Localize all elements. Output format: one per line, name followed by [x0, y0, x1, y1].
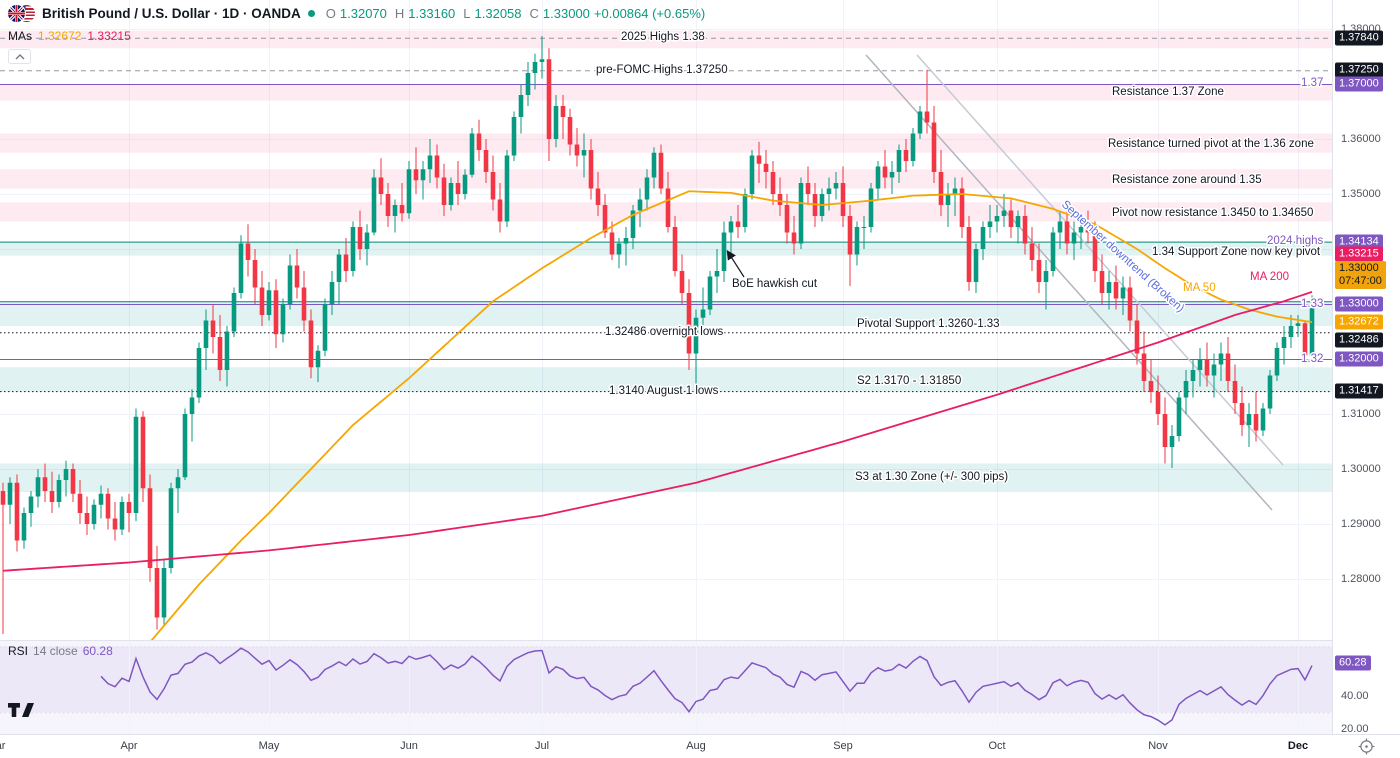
chart-annotation[interactable]: 2024 highs — [1266, 234, 1326, 249]
ma200-value: 1.33215 — [87, 29, 131, 43]
symbol-title[interactable]: British Pound / U.S. Dollar · 1D · OANDA — [42, 5, 301, 21]
time-axis[interactable]: Mar Apr May Jun Jul Aug Sep Oct Nov Dec — [0, 734, 1400, 758]
price-axis-badge: 1.32672 — [1335, 314, 1383, 330]
time-axis-label: Apr — [120, 740, 138, 752]
low-label: L — [463, 5, 471, 21]
price-axis[interactable]: 1.38000 1.36000 1.35000 1.31000 1.30000 1.290… — [1332, 0, 1400, 735]
support-zone[interactable] — [0, 241, 1332, 256]
price-axis-badge: 1.37250 — [1335, 62, 1383, 78]
rsi-value: 60.28 — [82, 644, 113, 658]
time-axis-label: Aug — [686, 740, 706, 752]
resistance-zone[interactable] — [0, 169, 1332, 189]
chart-annotation[interactable]: MA 200 — [1249, 270, 1291, 285]
resistance-zone[interactable] — [0, 84, 1332, 101]
price-axis-label: 1.36000 — [1341, 133, 1381, 145]
downtrend-line[interactable] — [916, 54, 1284, 466]
tradingview-logo[interactable] — [8, 701, 36, 724]
support-zone[interactable] — [0, 367, 1332, 392]
time-axis-label: Jul — [534, 740, 550, 752]
chart-header: British Pound / U.S. Dollar · 1D · OANDA… — [8, 4, 705, 64]
price-axis-badge: 1.32486 — [1335, 332, 1383, 348]
rsi-axis-label: 40.00 — [1341, 690, 1369, 702]
trendlines-layer — [865, 54, 1284, 511]
candles-layer — [0, 36, 1315, 634]
ma-legend: MAs 1.32672 1.33215 — [8, 29, 705, 43]
chart-annotation[interactable]: 1.33 — [1300, 297, 1325, 312]
symbol-flags-icon — [8, 4, 35, 22]
rsi-indicator-legend: RSI 14 close 60.28 — [8, 644, 113, 658]
chart-annotation[interactable]: 1.32 — [1300, 352, 1325, 367]
rsi-line[interactable] — [100, 647, 1313, 726]
chart-annotation[interactable]: MA 50 — [1182, 281, 1218, 296]
collapse-pane-button[interactable] — [8, 49, 31, 64]
resistance-zone[interactable] — [0, 30, 1332, 49]
chart-annotation[interactable]: 1.3140 August 1 lows — [608, 384, 721, 399]
time-axis-label: Dec — [1287, 740, 1309, 752]
price-axis-badge: 1.34134 — [1335, 234, 1383, 250]
rsi-name: RSI — [8, 644, 29, 658]
price-axis-label: 1.31000 — [1341, 408, 1381, 420]
chart-annotation[interactable]: Pivotal Support 1.3260-1.33 — [856, 317, 1002, 332]
chart-annotation[interactable]: pre-FOMC Highs 1.37250 — [595, 63, 730, 78]
tradingview-logo-icon — [8, 703, 34, 717]
support-zone[interactable] — [0, 463, 1332, 493]
high-value: 1.33160 — [408, 5, 456, 21]
ohlc-readout: O 1.32070 H 1.33160 L 1.32058 C 1.33000 +0.0… — [322, 6, 705, 21]
high-label: H — [394, 5, 405, 21]
price-axis-label: 1.30000 — [1341, 463, 1381, 475]
chart-annotation[interactable]: 1.32486 overnight lows — [604, 325, 726, 340]
mas-label: MAs — [8, 29, 32, 43]
time-axis-label: May — [258, 740, 280, 752]
price-axis-badge: 1.32000 — [1335, 351, 1383, 367]
chart-annotation[interactable]: BoE hawkish cut — [731, 277, 820, 292]
horizontal-price-lines — [0, 37, 1332, 393]
change-value: +0.00864 (+0.65%) — [593, 5, 706, 21]
chart-annotation[interactable]: 1.34 Support Zone now key pivot — [1151, 245, 1323, 260]
time-axis-label: Nov — [1148, 740, 1168, 752]
support-zone[interactable] — [0, 301, 1332, 326]
open-value: 1.32070 — [339, 5, 387, 21]
chart-canvas[interactable]: 2025 Highs 1.38 pre-FOMC Highs 1.37250 Res… — [0, 0, 1332, 734]
target-crosshair-icon[interactable] — [1358, 738, 1375, 758]
price-axis-label: 1.29000 — [1341, 518, 1381, 530]
low-value: 1.32058 — [474, 5, 522, 21]
market-status-icon — [307, 9, 315, 17]
time-axis-label: Mar — [0, 740, 6, 752]
time-axis-label: Oct — [988, 740, 1006, 752]
price-axis-badge: 1.33215 — [1335, 246, 1383, 262]
price-zones-layer — [0, 30, 1332, 493]
chart-annotation[interactable]: 2025 Highs 1.38 — [620, 30, 707, 45]
ma50-line[interactable] — [3, 190, 1313, 734]
rsi-params: 14 close — [33, 644, 78, 658]
chart-annotation[interactable]: Resistance zone around 1.35 — [1111, 173, 1264, 188]
chart-annotation[interactable]: Resistance 1.37 Zone — [1111, 85, 1226, 100]
chart-annotation[interactable]: 1.37 — [1300, 76, 1325, 91]
ma50-value: 1.32672 — [38, 29, 82, 43]
annotation-arrow[interactable] — [726, 249, 745, 278]
price-axis-badge: 1.37000 — [1335, 76, 1383, 92]
chevron-up-icon — [15, 53, 24, 59]
chart-annotation[interactable]: S3 at 1.30 Zone (+/- 300 pips) — [854, 470, 1010, 485]
ma200-line[interactable] — [2, 291, 1313, 572]
price-axis-badge: 1.33000 — [1335, 296, 1383, 312]
price-axis-label: 1.35000 — [1341, 188, 1381, 200]
rsi-axis-label: 20.00 — [1341, 723, 1369, 735]
time-axis-label: Jun — [400, 740, 418, 752]
annotations-layer: 2025 Highs 1.38 pre-FOMC Highs 1.37250 Res… — [595, 30, 1326, 485]
price-axis-label: 1.28000 — [1341, 573, 1381, 585]
chart-annotation[interactable]: Pivot now resistance 1.3450 to 1.34650 — [1111, 206, 1315, 221]
close-value: 1.33000 — [542, 5, 590, 21]
rsi-axis-badge: 60.28 — [1335, 655, 1371, 671]
time-axis-label: Sep — [833, 740, 853, 752]
chart-annotation[interactable]: S2 1.3170 - 1.31850 — [856, 374, 963, 389]
price-axis-badge: 1.37840 — [1335, 30, 1383, 46]
price-axis-badge: 1.31417 — [1335, 383, 1383, 399]
open-label: O — [325, 5, 336, 21]
price-axis-badge: 1.33000 07:47:00 — [1335, 261, 1386, 289]
close-label: C — [529, 5, 539, 21]
chart-annotation[interactable]: Resistance turned pivot at the 1.36 zone — [1107, 137, 1316, 152]
gbp-flag-icon — [8, 4, 25, 22]
